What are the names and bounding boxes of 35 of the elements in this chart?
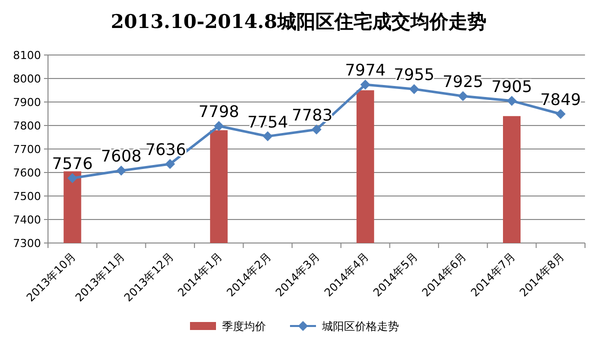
data-label: 7608 — [100, 146, 142, 166]
point — [165, 159, 176, 170]
point — [312, 124, 322, 134]
point — [116, 166, 126, 176]
y-tick-label: 7300 — [13, 237, 41, 250]
point — [409, 84, 420, 94]
point — [214, 120, 224, 131]
point — [556, 108, 566, 119]
data-label: 7798 — [198, 102, 240, 121]
y-tick-label: 8000 — [13, 72, 41, 86]
y-tick-label: 8100 — [13, 49, 41, 62]
data-label: 7754 — [247, 112, 288, 132]
y-tick-label: 7800 — [13, 120, 41, 132]
data-label: 7783 — [292, 105, 332, 124]
y-tick-label: 7400 — [13, 214, 41, 226]
y-tick-label: 7900 — [13, 96, 41, 109]
y-tick-label: 7500 — [13, 190, 41, 203]
data-label: 7955 — [394, 65, 434, 84]
data-label: 7576 — [52, 154, 93, 174]
legend-label: 季度均价 — [222, 320, 266, 333]
data-label: 7905 — [491, 76, 532, 96]
城阳区价格走势: 7576 7608 7636 7798 7754 7783 7974 7955 7925 7905 7849 — [52, 60, 581, 184]
point — [458, 91, 468, 102]
point — [360, 80, 370, 90]
point — [506, 96, 517, 106]
point — [262, 131, 273, 142]
y-tick-label: 7600 — [13, 166, 41, 180]
chart-title: 2013.10-2014.8城阳区住宅成交均价走势 — [110, 11, 486, 33]
point — [67, 173, 78, 184]
data-label: 7925 — [442, 72, 484, 92]
y-tick-label: 7700 — [13, 143, 41, 156]
data-label: 7849 — [540, 90, 581, 109]
data-label: 7636 — [145, 140, 186, 160]
legend-label: 城阳区价格走势 — [321, 320, 399, 333]
data-label: 7974 — [344, 60, 386, 80]
